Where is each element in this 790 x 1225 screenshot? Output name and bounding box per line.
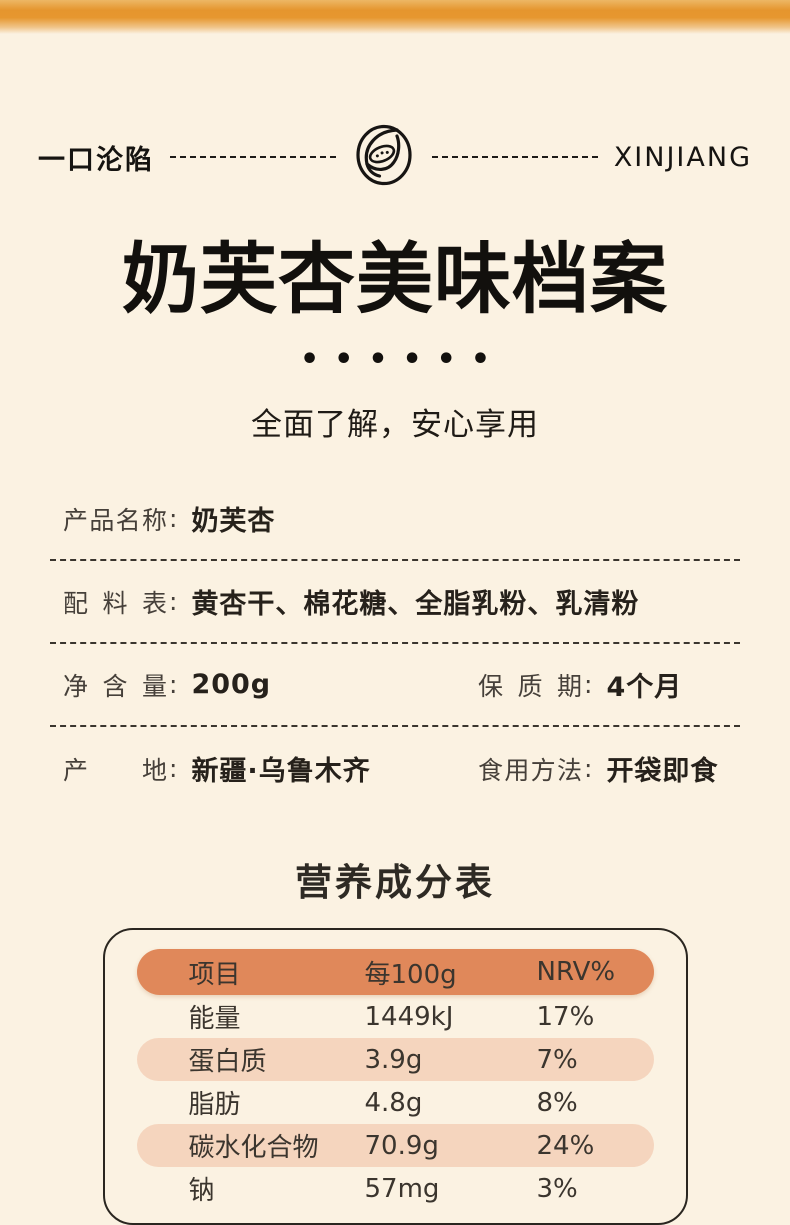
field-value: 新疆·乌鲁木齐 (191, 756, 371, 787)
dashed-divider-right (431, 156, 598, 158)
field-colon: : (584, 754, 593, 783)
field-value: 奶芙杏 (191, 506, 276, 537)
cell-name: 碳水化合物 (188, 1133, 319, 1163)
cell-nrv: 8% (536, 1087, 578, 1118)
field-label: 产品名称 (63, 505, 167, 535)
attribute-row-origin-usage: 产地 : 新疆·乌鲁木齐 食用方法 : 开袋即食 (50, 727, 740, 810)
cell-name: 脂肪 (188, 1090, 241, 1120)
brand-header: 一口沦陷 XINJIANG (0, 122, 790, 192)
field-colon: : (169, 504, 178, 533)
cell-name: 能量 (188, 1004, 241, 1034)
apricot-logo-icon (352, 122, 416, 192)
nutrition-section-title: 营养成分表 (295, 861, 495, 904)
field-label: 配料表 (63, 588, 167, 618)
attribute-row-weight-shelflife: 净含量 : 200g 保质期 : 4个月 (50, 644, 740, 727)
field-ingredients: 配料表 : 黄杏干、棉花糖、全脂乳粉、乳清粉 (50, 582, 639, 621)
field-usage: 食用方法 : 开袋即食 (465, 749, 740, 788)
cell-amount: 70.9g (364, 1130, 439, 1161)
attribute-row-ingredients: 配料表 : 黄杏干、棉花糖、全脂乳粉、乳清粉 (50, 561, 740, 644)
brand-name-left: 一口沦陷 (38, 144, 154, 176)
table-row-carbohydrate: 碳水化合物 70.9g 24% (136, 1124, 654, 1167)
table-row-sodium: 钠 57mg 3% (137, 1167, 654, 1210)
cell-name: 蛋白质 (188, 1047, 267, 1077)
cell-amount: 3.9g (364, 1044, 423, 1075)
field-value: 开袋即食 (606, 756, 719, 787)
table-row-protein: 蛋白质 3.9g 7% (136, 1038, 654, 1081)
field-product-name: 产品名称 : 奶芙杏 (50, 499, 275, 538)
header-cell-nrv: NRV% (536, 957, 616, 987)
nutrition-facts-card: 项目 每100g NRV% 能量 1449kJ 17% 蛋白质 3.9g 7% … (102, 928, 688, 1225)
cell-amount: 4.8g (364, 1087, 423, 1118)
page-title: 奶芙杏美味档案 (122, 236, 668, 325)
field-value: 4个月 (606, 672, 683, 703)
field-label: 净含量 (63, 671, 167, 701)
top-accent-bar (0, 0, 790, 34)
nutrition-table-header: 项目 每100g NRV% (136, 949, 654, 995)
cell-nrv: 24% (536, 1130, 595, 1161)
field-value: 200g (191, 669, 272, 700)
field-shelf-life: 保质期 : 4个月 (465, 665, 740, 704)
cell-nrv: 7% (536, 1044, 578, 1075)
field-origin: 产地 : 新疆·乌鲁木齐 (50, 749, 465, 788)
field-colon: : (169, 587, 178, 616)
page-subtitle: 全面了解，安心享用 (251, 407, 539, 443)
attribute-row-product-name: 产品名称 : 奶芙杏 (50, 478, 740, 561)
cell-amount: 1449kJ (364, 1001, 454, 1032)
header-cell-item: 项目 (188, 959, 241, 990)
dashed-divider-left (170, 156, 336, 158)
product-attributes: 产品名称 : 奶芙杏 配料表 : 黄杏干、棉花糖、全脂乳粉、乳清粉 净含量 : … (50, 478, 740, 810)
cell-nrv: 3% (536, 1173, 578, 1204)
table-row-fat: 脂肪 4.8g 8% (137, 1081, 654, 1124)
field-label: 食用方法 (478, 755, 582, 785)
field-label: 产地 (63, 755, 167, 785)
field-colon: : (169, 754, 178, 783)
field-net-weight: 净含量 : 200g (50, 667, 465, 703)
field-label: 保质期 (478, 671, 582, 701)
field-value: 黄杏干、棉花糖、全脂乳粉、乳清粉 (191, 589, 640, 620)
cell-amount: 57mg (364, 1173, 440, 1204)
field-colon: : (169, 670, 178, 699)
cell-nrv: 17% (536, 1001, 595, 1032)
header-cell-per100g: 每100g (364, 959, 457, 990)
brand-name-right: XINJIANG (613, 141, 752, 173)
table-row-energy: 能量 1449kJ 17% (137, 995, 654, 1038)
field-colon: : (584, 670, 593, 699)
decorative-dots: •••••• (299, 342, 506, 377)
cell-name: 钠 (188, 1176, 215, 1206)
